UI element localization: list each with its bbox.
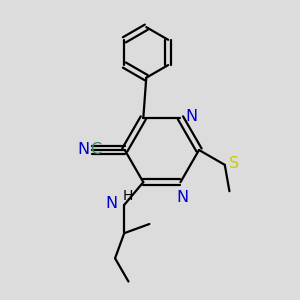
Text: N: N xyxy=(106,196,118,211)
Text: S: S xyxy=(229,157,239,172)
Text: N: N xyxy=(77,142,90,157)
Text: N: N xyxy=(177,190,189,206)
Text: H: H xyxy=(123,190,133,203)
Text: N: N xyxy=(186,109,198,124)
Text: C: C xyxy=(90,142,102,157)
